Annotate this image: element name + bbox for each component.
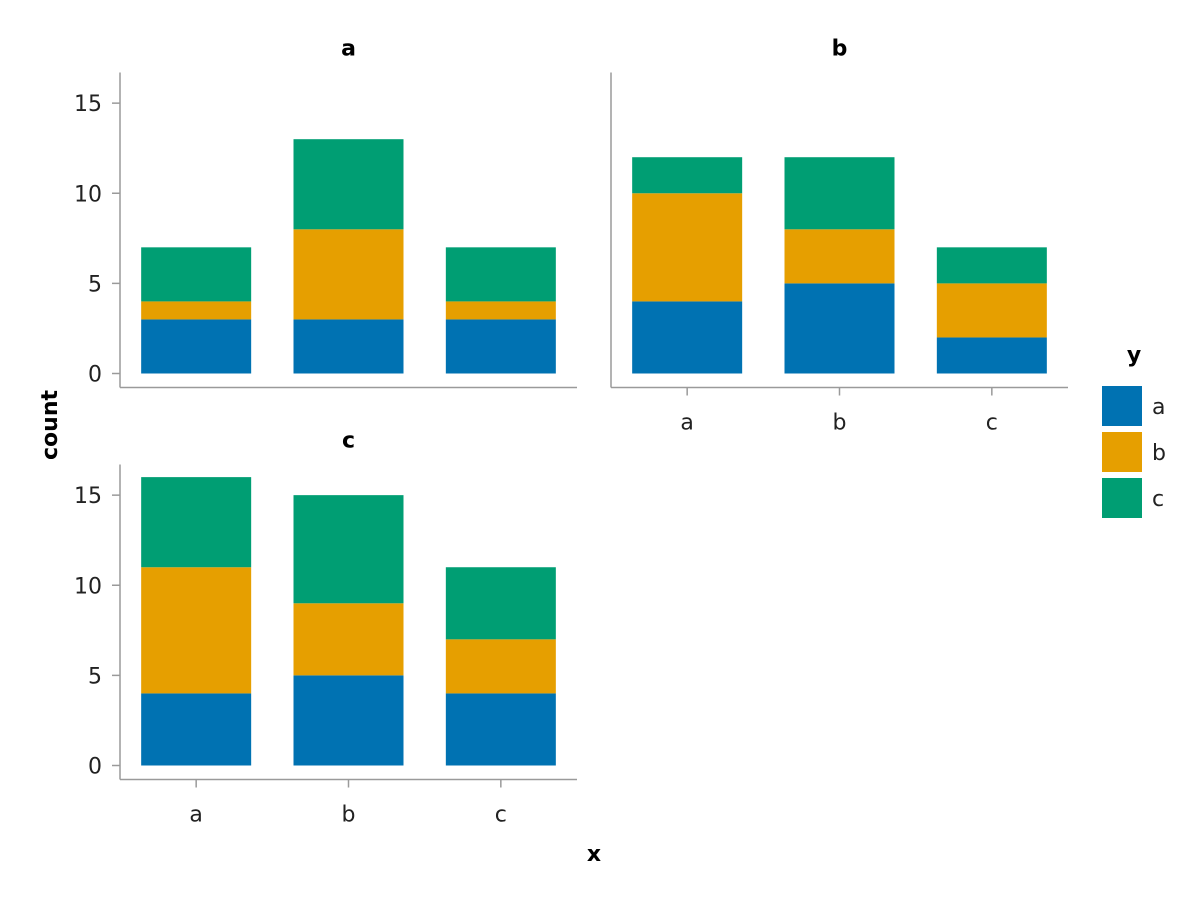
bar-b-a-b xyxy=(632,193,743,302)
legend: y abc xyxy=(1102,343,1166,518)
bar-c-c-a xyxy=(445,693,556,766)
y-tick-label: 15 xyxy=(74,484,102,509)
bar-a-a-a xyxy=(141,319,252,374)
legend-swatch-c xyxy=(1102,478,1142,518)
bar-b-a-a xyxy=(632,301,743,374)
bar-c-b-b xyxy=(293,603,404,676)
bar-b-b-b xyxy=(784,229,895,284)
legend-title: y xyxy=(1127,343,1141,368)
bar-a-c-a xyxy=(445,319,556,374)
legend-swatch-b xyxy=(1102,432,1142,472)
facet-a: a 0 5 10 15 xyxy=(74,37,577,389)
x-tick-label: c xyxy=(986,411,998,436)
bar-a-b-b xyxy=(293,229,404,320)
x-tick-label: a xyxy=(189,803,202,828)
facet-title: a xyxy=(341,37,356,62)
bar-c-a-c xyxy=(141,477,252,568)
bar-a-a-b xyxy=(141,301,252,320)
y-tick-label: 15 xyxy=(74,92,102,117)
y-axis-title: count xyxy=(38,390,63,460)
x-tick-label: b xyxy=(833,411,847,436)
bar-c-c-c xyxy=(445,567,556,640)
bar-a-c-c xyxy=(445,247,556,302)
facet-title: c xyxy=(342,429,355,454)
facet-b: b a b c xyxy=(610,37,1068,436)
y-tick-label: 5 xyxy=(88,272,102,297)
y-tick-label: 5 xyxy=(88,664,102,689)
bar-c-b-c xyxy=(293,495,404,604)
bar-a-b-a xyxy=(293,319,404,374)
legend-swatch-a xyxy=(1102,386,1142,426)
x-tick-label: a xyxy=(680,411,693,436)
bar-b-c-a xyxy=(936,337,1047,374)
facet-c: c 0 5 10 15 a b c xyxy=(74,429,577,828)
bar-b-a-c xyxy=(632,157,743,194)
bar-a-b-c xyxy=(293,139,404,230)
bar-b-c-b xyxy=(936,283,1047,338)
x-tick-label: b xyxy=(342,803,356,828)
facet-title: b xyxy=(832,37,848,62)
y-tick-label: 0 xyxy=(88,363,102,388)
x-tick-label: c xyxy=(495,803,507,828)
bar-c-a-a xyxy=(141,693,252,766)
bar-a-c-b xyxy=(445,301,556,320)
bar-c-c-b xyxy=(445,639,556,694)
y-tick-label: 0 xyxy=(88,755,102,780)
y-tick-label: 10 xyxy=(74,182,102,207)
bar-a-a-c xyxy=(141,247,252,302)
bar-c-b-a xyxy=(293,675,404,766)
y-tick-label: 10 xyxy=(74,574,102,599)
bar-b-b-c xyxy=(784,157,895,230)
legend-label-b: b xyxy=(1152,441,1166,466)
legend-label-c: c xyxy=(1152,487,1164,512)
bar-b-b-a xyxy=(784,283,895,374)
legend-label-a: a xyxy=(1152,395,1165,420)
bar-b-c-c xyxy=(936,247,1047,284)
bar-c-a-b xyxy=(141,567,252,694)
facets-layer: a 0 5 10 15 b a b c c 0 5 10 15 a b c xyxy=(74,37,1068,828)
x-axis-title: x xyxy=(587,842,601,867)
